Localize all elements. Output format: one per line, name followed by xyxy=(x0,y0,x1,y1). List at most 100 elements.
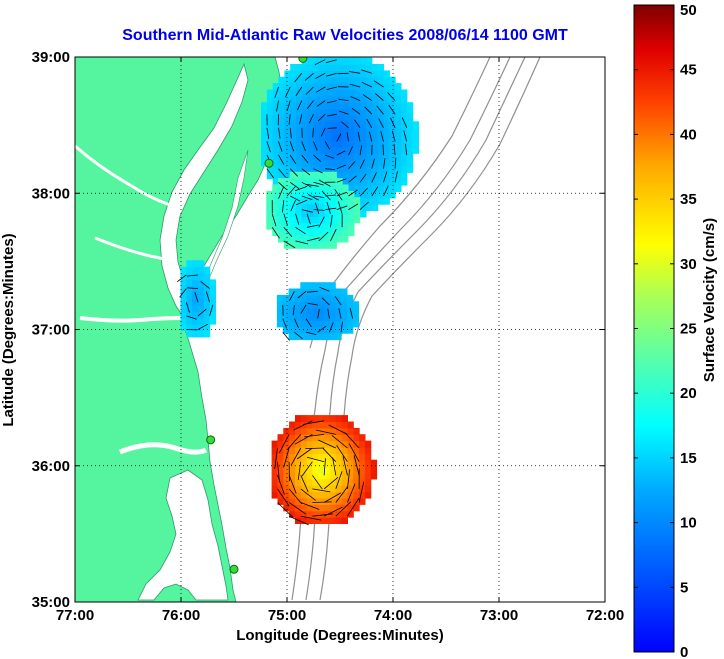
velocity-cell xyxy=(192,330,199,338)
velocity-cell xyxy=(325,76,332,84)
velocity-cell xyxy=(319,102,326,110)
velocity-cell xyxy=(296,159,303,167)
velocity-cell xyxy=(276,307,284,315)
velocity-cell xyxy=(354,178,361,186)
velocity-cell xyxy=(342,153,350,161)
velocity-cell xyxy=(301,70,309,78)
velocity-cell xyxy=(330,190,337,198)
velocity-cell xyxy=(341,517,348,524)
velocity-cell xyxy=(330,197,337,205)
velocity-cell xyxy=(406,140,414,148)
velocity-cell xyxy=(192,304,199,312)
vector-arrow xyxy=(297,461,302,481)
radar-sites xyxy=(206,57,308,574)
velocity-cell xyxy=(313,159,320,167)
velocity-cell xyxy=(324,497,331,505)
velocity-cell xyxy=(360,108,367,116)
velocity-cell xyxy=(313,190,320,198)
velocity-cell xyxy=(330,222,337,230)
velocity-cell xyxy=(353,466,360,474)
velocity-cell xyxy=(331,108,338,116)
velocity-cell xyxy=(261,108,268,116)
velocity-cell xyxy=(395,159,402,167)
velocity-cell xyxy=(278,190,285,198)
velocity-cell xyxy=(278,121,285,129)
velocity-cell xyxy=(377,76,384,84)
vector-arrow xyxy=(326,86,337,90)
velocity-cell xyxy=(360,172,367,180)
velocity-cell xyxy=(289,184,297,192)
velocity-cell xyxy=(348,134,355,141)
vector-arrow xyxy=(347,483,356,503)
velocity-cell xyxy=(347,497,354,505)
velocity-cell xyxy=(295,203,302,211)
velocity-cell xyxy=(371,185,379,192)
velocity-cell xyxy=(318,434,325,442)
velocity-cell xyxy=(278,197,285,205)
vector-arrow xyxy=(313,209,325,211)
velocity-cell xyxy=(342,89,350,97)
velocity-cell xyxy=(395,134,402,141)
velocity-cell xyxy=(272,216,279,224)
velocity-cell xyxy=(282,301,290,309)
velocity-cell xyxy=(348,216,355,224)
velocity-cell xyxy=(300,314,307,321)
velocity-cell xyxy=(307,235,314,243)
velocity-cell xyxy=(412,121,419,129)
velocity-cell xyxy=(311,333,319,341)
velocity-cell xyxy=(296,127,303,135)
velocity-cell xyxy=(330,203,337,211)
velocity-cell xyxy=(278,178,285,186)
velocity-cell xyxy=(341,510,348,518)
velocity-cell xyxy=(307,190,314,198)
velocity-cell xyxy=(346,294,354,302)
velocity-cell xyxy=(317,288,325,296)
velocity-cell xyxy=(318,447,325,454)
velocity-cell xyxy=(307,229,314,237)
velocity-cell xyxy=(295,459,302,467)
vector-arrow xyxy=(327,113,337,117)
velocity-cell xyxy=(335,301,342,309)
velocity-cell xyxy=(192,273,199,281)
albemarle-sound xyxy=(119,442,208,455)
velocity-cell xyxy=(319,165,326,173)
velocity-cell xyxy=(278,216,285,224)
velocity-cell xyxy=(272,121,280,129)
velocity-cell xyxy=(331,83,338,91)
vector-arrow xyxy=(306,213,311,225)
map-layer xyxy=(75,57,541,602)
velocity-cell xyxy=(266,121,274,129)
velocity-cell xyxy=(348,121,355,129)
velocity-cell xyxy=(341,485,348,493)
velocity-cell xyxy=(306,434,313,442)
vector-arrow xyxy=(300,502,320,510)
velocity-cell xyxy=(371,165,379,173)
vector-arrow xyxy=(266,127,270,139)
velocity-cell xyxy=(360,140,367,148)
velocity-cell xyxy=(296,121,303,129)
vector-arrow xyxy=(336,164,347,170)
velocity-cell xyxy=(353,459,360,467)
velocity-cell xyxy=(336,235,343,243)
velocity-cell xyxy=(283,491,290,499)
velocity-cell xyxy=(324,434,331,442)
velocity-cell xyxy=(335,320,342,328)
velocity-cell xyxy=(295,453,302,461)
velocity-cell xyxy=(272,134,280,141)
vector-arrow xyxy=(360,69,372,74)
velocity-cell xyxy=(353,440,360,448)
velocity-cell xyxy=(401,159,408,167)
velocity-cell xyxy=(336,108,344,116)
velocity-cell xyxy=(311,294,319,302)
velocity-cell xyxy=(336,216,343,224)
velocity-cell xyxy=(325,95,332,103)
velocity-cell xyxy=(342,210,349,217)
velocity-cell xyxy=(307,165,315,173)
velocity-cell xyxy=(289,472,296,480)
velocity-cell xyxy=(209,298,216,306)
velocity-cell xyxy=(377,153,384,161)
velocity-cell xyxy=(324,197,331,205)
velocity-cell xyxy=(383,102,390,110)
vector-arrow xyxy=(327,308,330,319)
velocity-cell xyxy=(325,121,332,129)
